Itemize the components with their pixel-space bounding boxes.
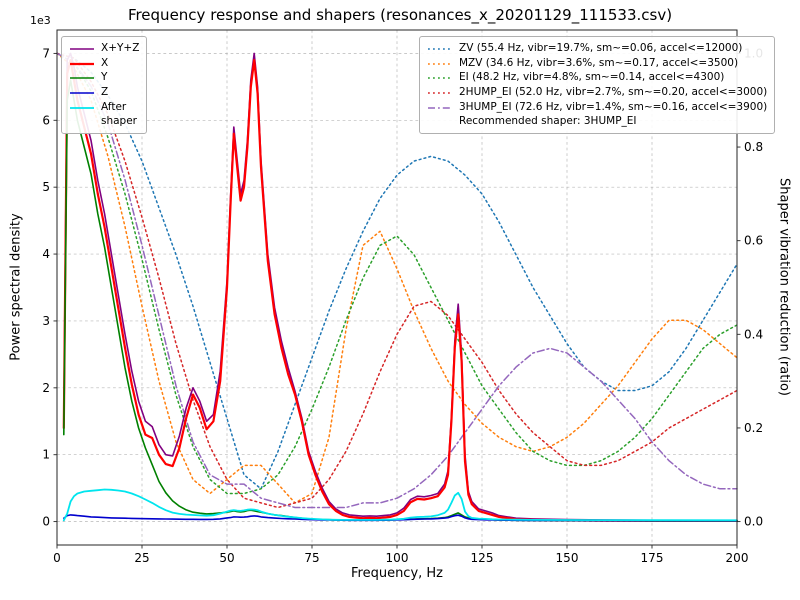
legend-psd: X+Y+Z X Y Z After shaper: [61, 36, 148, 135]
legend-entry: Z: [69, 85, 139, 100]
y-axis-offset-text: 1e3: [30, 14, 51, 27]
series-after-shaper: [62, 488, 738, 522]
y-axis-label-right: Shaper vibration reduction (ratio): [776, 178, 792, 396]
legend-entry: 2HUMP_EI (52.0 Hz, vibr=2.7%, sm~=0.20, …: [427, 85, 767, 100]
x-tick-label: 50: [219, 551, 234, 565]
legend-label: X: [101, 56, 109, 69]
legend-entry: X: [69, 56, 139, 71]
y-tick-label: 7: [42, 46, 50, 60]
y-tick-label: 1: [42, 448, 50, 462]
legend-label: 3HUMP_EI (72.6 Hz, vibr=1.4%, sm~=0.16, …: [459, 100, 768, 113]
legend-line-sample: [428, 77, 452, 80]
x-tick-label: 175: [641, 551, 664, 565]
legend-entry: EI (48.2 Hz, vibr=4.8%, sm~=0.14, accel<…: [427, 70, 767, 85]
series-ei-48-2-hz-vibr-4-8-sm-0-14-accel-4300: [56, 52, 738, 495]
legend-label: Y: [101, 71, 108, 84]
legend-entry: ZV (55.4 Hz, vibr=19.7%, sm~=0.06, accel…: [427, 41, 767, 56]
legend-line-sample: [70, 77, 94, 80]
x-tick-label: 25: [134, 551, 149, 565]
legend-entry: 3HUMP_EI (72.6 Hz, vibr=1.4%, sm~=0.16, …: [427, 100, 767, 115]
x-tick-label: 200: [726, 551, 749, 565]
y2-tick-label: 0.6: [744, 234, 763, 248]
legend-line-sample: [428, 92, 452, 94]
legend-label: Recommended shaper: 3HUMP_EI: [459, 115, 637, 128]
x-tick-label: 125: [471, 551, 494, 565]
y-tick-label: 2: [42, 381, 50, 395]
series-3hump-ei-72-6-hz-vibr-1-4-sm-0-16-accel-3900: [56, 52, 738, 509]
legend-entry: Recommended shaper: 3HUMP_EI: [427, 114, 767, 129]
series-mzv-34-6-hz-vibr-3-6-sm-0-17-accel-3500: [56, 52, 738, 504]
series-2hump-ei-52-0-hz-vibr-2-7-sm-0-20-accel-3000: [56, 52, 738, 509]
x-tick-label: 150: [556, 551, 579, 565]
y-axis-label-left: Power spectral density: [8, 213, 24, 361]
y2-tick-label: 0.4: [744, 327, 763, 341]
x-axis-label: Frequency, Hz: [350, 566, 444, 581]
y-tick-label: 0: [42, 515, 50, 529]
chart-title: Frequency response and shapers (resonanc…: [127, 6, 673, 24]
legend-line-sample: [70, 106, 94, 109]
y-tick-label: 3: [42, 314, 50, 328]
legend-label: 2HUMP_EI (52.0 Hz, vibr=2.7%, sm~=0.20, …: [459, 86, 768, 99]
y2-tick-label: 0.0: [744, 515, 763, 529]
y-tick-label: 5: [42, 180, 50, 194]
series-x: [62, 59, 739, 522]
legend-line-sample: [428, 107, 452, 109]
x-tick-label: 0: [53, 551, 61, 565]
legend-line-sample: [428, 62, 452, 65]
legend-line-sample: [428, 48, 452, 50]
legend-label: Z: [101, 86, 109, 99]
legend-label: X+Y+Z: [101, 42, 140, 54]
legend-entry: After shaper: [69, 100, 139, 129]
x-tick-label: 75: [304, 551, 319, 565]
series-z: [63, 514, 738, 522]
legend-entry: X+Y+Z: [69, 41, 139, 56]
legend-line-sample: [70, 48, 94, 50]
legend-line-sample: [70, 62, 94, 65]
y2-tick-label: 0.8: [744, 140, 763, 154]
y2-tick-label: 0.2: [744, 421, 763, 435]
series-zv-55-4-hz-vibr-19-7-sm-0-06-accel-12000: [56, 52, 738, 490]
y-tick-label: 6: [42, 113, 50, 127]
legend-entry: Y: [69, 70, 139, 85]
legend-label: ZV (55.4 Hz, vibr=19.7%, sm~=0.06, accel…: [459, 42, 743, 54]
legend-label: After shaper: [101, 100, 138, 128]
legend-shapers: ZV (55.4 Hz, vibr=19.7%, sm~=0.06, accel…: [419, 36, 776, 135]
legend-line-sample: [70, 92, 94, 94]
legend-label: EI (48.2 Hz, vibr=4.8%, sm~=0.14, accel<…: [459, 71, 725, 84]
x-tick-label: 100: [386, 551, 409, 565]
legend-label: MZV (34.6 Hz, vibr=3.6%, sm~=0.17, accel…: [459, 56, 739, 69]
legend-entry: MZV (34.6 Hz, vibr=3.6%, sm~=0.17, accel…: [427, 56, 767, 71]
y-tick-label: 4: [42, 247, 50, 261]
